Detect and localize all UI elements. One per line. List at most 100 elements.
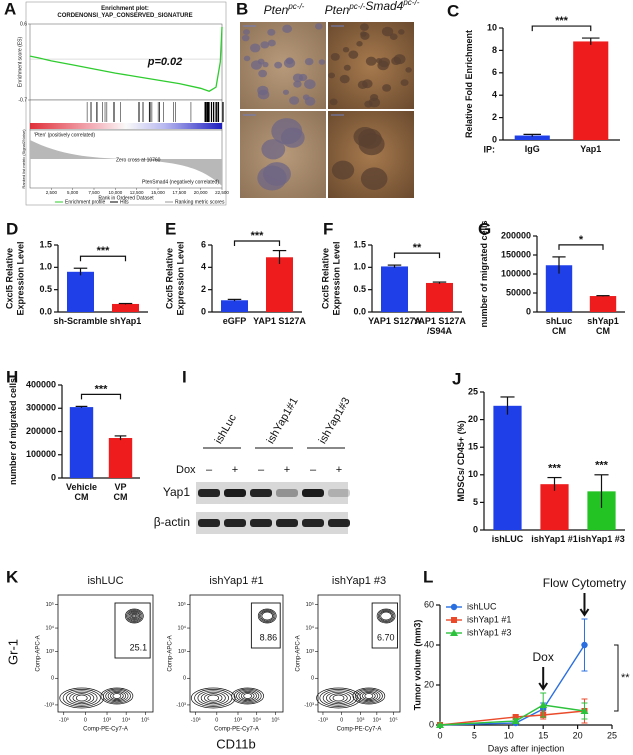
y-label-bottom-group: Ranked list metric (Signal2Noise)	[21, 129, 26, 189]
gate-contour	[130, 613, 138, 619]
y-label-group: number of migrated cells	[8, 378, 18, 485]
y-tick-label: 5	[473, 497, 478, 507]
x-tick-label: Vehicle CM	[66, 482, 97, 502]
band	[198, 489, 220, 497]
x-tick-label: 17,500	[172, 190, 186, 195]
nucleus	[400, 79, 409, 87]
band	[224, 489, 246, 497]
x-tick-label: 10,000	[108, 190, 122, 195]
significance-label: ***	[595, 460, 609, 472]
ranking-metric	[30, 140, 222, 186]
y-label-group: Cxcl5 RelativeExpression Level	[5, 241, 26, 315]
y-tick-label: 10³	[46, 649, 54, 655]
gate-contour	[132, 614, 137, 618]
x-tick-label-line: CM	[596, 326, 610, 336]
contour	[69, 691, 95, 705]
gate-contour	[260, 610, 275, 622]
nucleus	[389, 33, 398, 41]
contour	[207, 694, 220, 702]
y-label-group: Gr-1	[5, 639, 20, 665]
plot-title: ishYap1 #1	[209, 575, 263, 587]
significance-label: ***	[97, 245, 111, 257]
bar	[426, 282, 453, 312]
x-tick-label-line: eGFP	[223, 316, 247, 326]
y-label-line: Expression Level	[176, 241, 186, 315]
x-tick-label: VP CM	[114, 482, 128, 502]
y-label-line: Expression Level	[16, 241, 26, 315]
y-label-line: Cxcl5 Relative	[165, 248, 175, 309]
nucleus	[359, 23, 369, 31]
panel-letter: B	[236, 0, 248, 18]
y-label: MDSCs/ CD45+ (%)	[456, 420, 466, 501]
y-label-group: MDSCs/ CD45+ (%)	[456, 420, 466, 501]
y-tick-label: 100000	[26, 449, 56, 459]
marker	[451, 617, 457, 623]
nucleus	[261, 139, 286, 160]
significance-bracket	[233, 240, 281, 246]
band	[250, 489, 272, 497]
band-label: Yap1	[163, 485, 190, 499]
x-tick-label-line: YAP1 S127A	[413, 316, 466, 326]
y-label-line: Cxcl5 Relative	[321, 248, 331, 309]
y-tick-label: -10³	[304, 702, 314, 708]
y-tick-label: 50000	[506, 287, 531, 297]
nucleus	[282, 89, 290, 95]
x-tick-label-line: sh-Scramble	[53, 316, 107, 326]
contour	[238, 690, 257, 702]
x-tick-label: 10⁵	[271, 716, 279, 723]
legend-label: Enrichment profile	[65, 199, 106, 205]
x-tick-label: shLuc CM	[546, 316, 573, 336]
contour	[329, 693, 348, 703]
y-label-group: Cxcl5 RelativeExpression Level	[165, 241, 186, 315]
panel-letter: J	[452, 369, 461, 388]
x-tick-label: -10³	[59, 717, 69, 723]
legend-label: Hits	[120, 199, 129, 205]
x-tick-label: -10³	[318, 717, 328, 723]
enrichment-profile	[29, 26, 223, 92]
x-label: Days after injection	[488, 743, 565, 753]
x-tick-label: 15	[538, 730, 548, 740]
band	[328, 489, 350, 497]
y-tick-label: 10⁵	[46, 601, 54, 608]
legend-label: Ranking metric scores	[175, 199, 225, 205]
negative-label: PtenSmad4 (negatively correlated)	[142, 179, 219, 185]
x-tick-label: IgG	[525, 144, 540, 154]
contour	[243, 693, 253, 699]
channel-y: Comp-APC-A	[36, 635, 42, 671]
dox-sign: –	[310, 464, 317, 476]
y-tick-label: 10³	[306, 649, 314, 655]
x-tick-label: eGFP	[223, 316, 247, 326]
significance-label: **	[413, 242, 422, 254]
bar	[381, 266, 408, 312]
contour	[332, 694, 345, 702]
significance-bracket	[393, 252, 441, 259]
genotype: pc-/-	[348, 2, 365, 11]
x-tick-label-line: CM	[75, 492, 89, 502]
y-label-group: Cxcl5 RelativeExpression Level	[321, 241, 342, 315]
y-tick-label: 0.0	[353, 306, 366, 316]
significance-bracket	[79, 255, 127, 262]
significance-label: ***	[548, 462, 562, 474]
y-tick-label: 10⁵	[306, 601, 314, 608]
nucleus	[343, 64, 351, 71]
x-tick-label: 0	[215, 717, 218, 723]
nucleus	[339, 74, 350, 84]
y-tick-label: 10	[487, 22, 497, 32]
image-header: Ptenpc-/-	[264, 2, 305, 17]
gate-contour	[127, 610, 142, 622]
y-tick-label: 0	[473, 524, 478, 534]
contour	[359, 690, 378, 702]
nucleus	[364, 100, 373, 108]
dox-sign: +	[336, 464, 342, 476]
nucleus	[267, 28, 276, 36]
plot-frame	[57, 594, 154, 713]
y-tick-label: 8	[492, 45, 497, 55]
x-tick-label: 10⁵	[141, 716, 149, 723]
contour	[112, 693, 122, 699]
band	[224, 519, 246, 527]
y-tick-label: 300000	[26, 403, 56, 413]
nucleus	[293, 80, 302, 88]
y-tick-label: 0	[526, 306, 531, 316]
y-label: number of migrated cells	[8, 378, 18, 485]
